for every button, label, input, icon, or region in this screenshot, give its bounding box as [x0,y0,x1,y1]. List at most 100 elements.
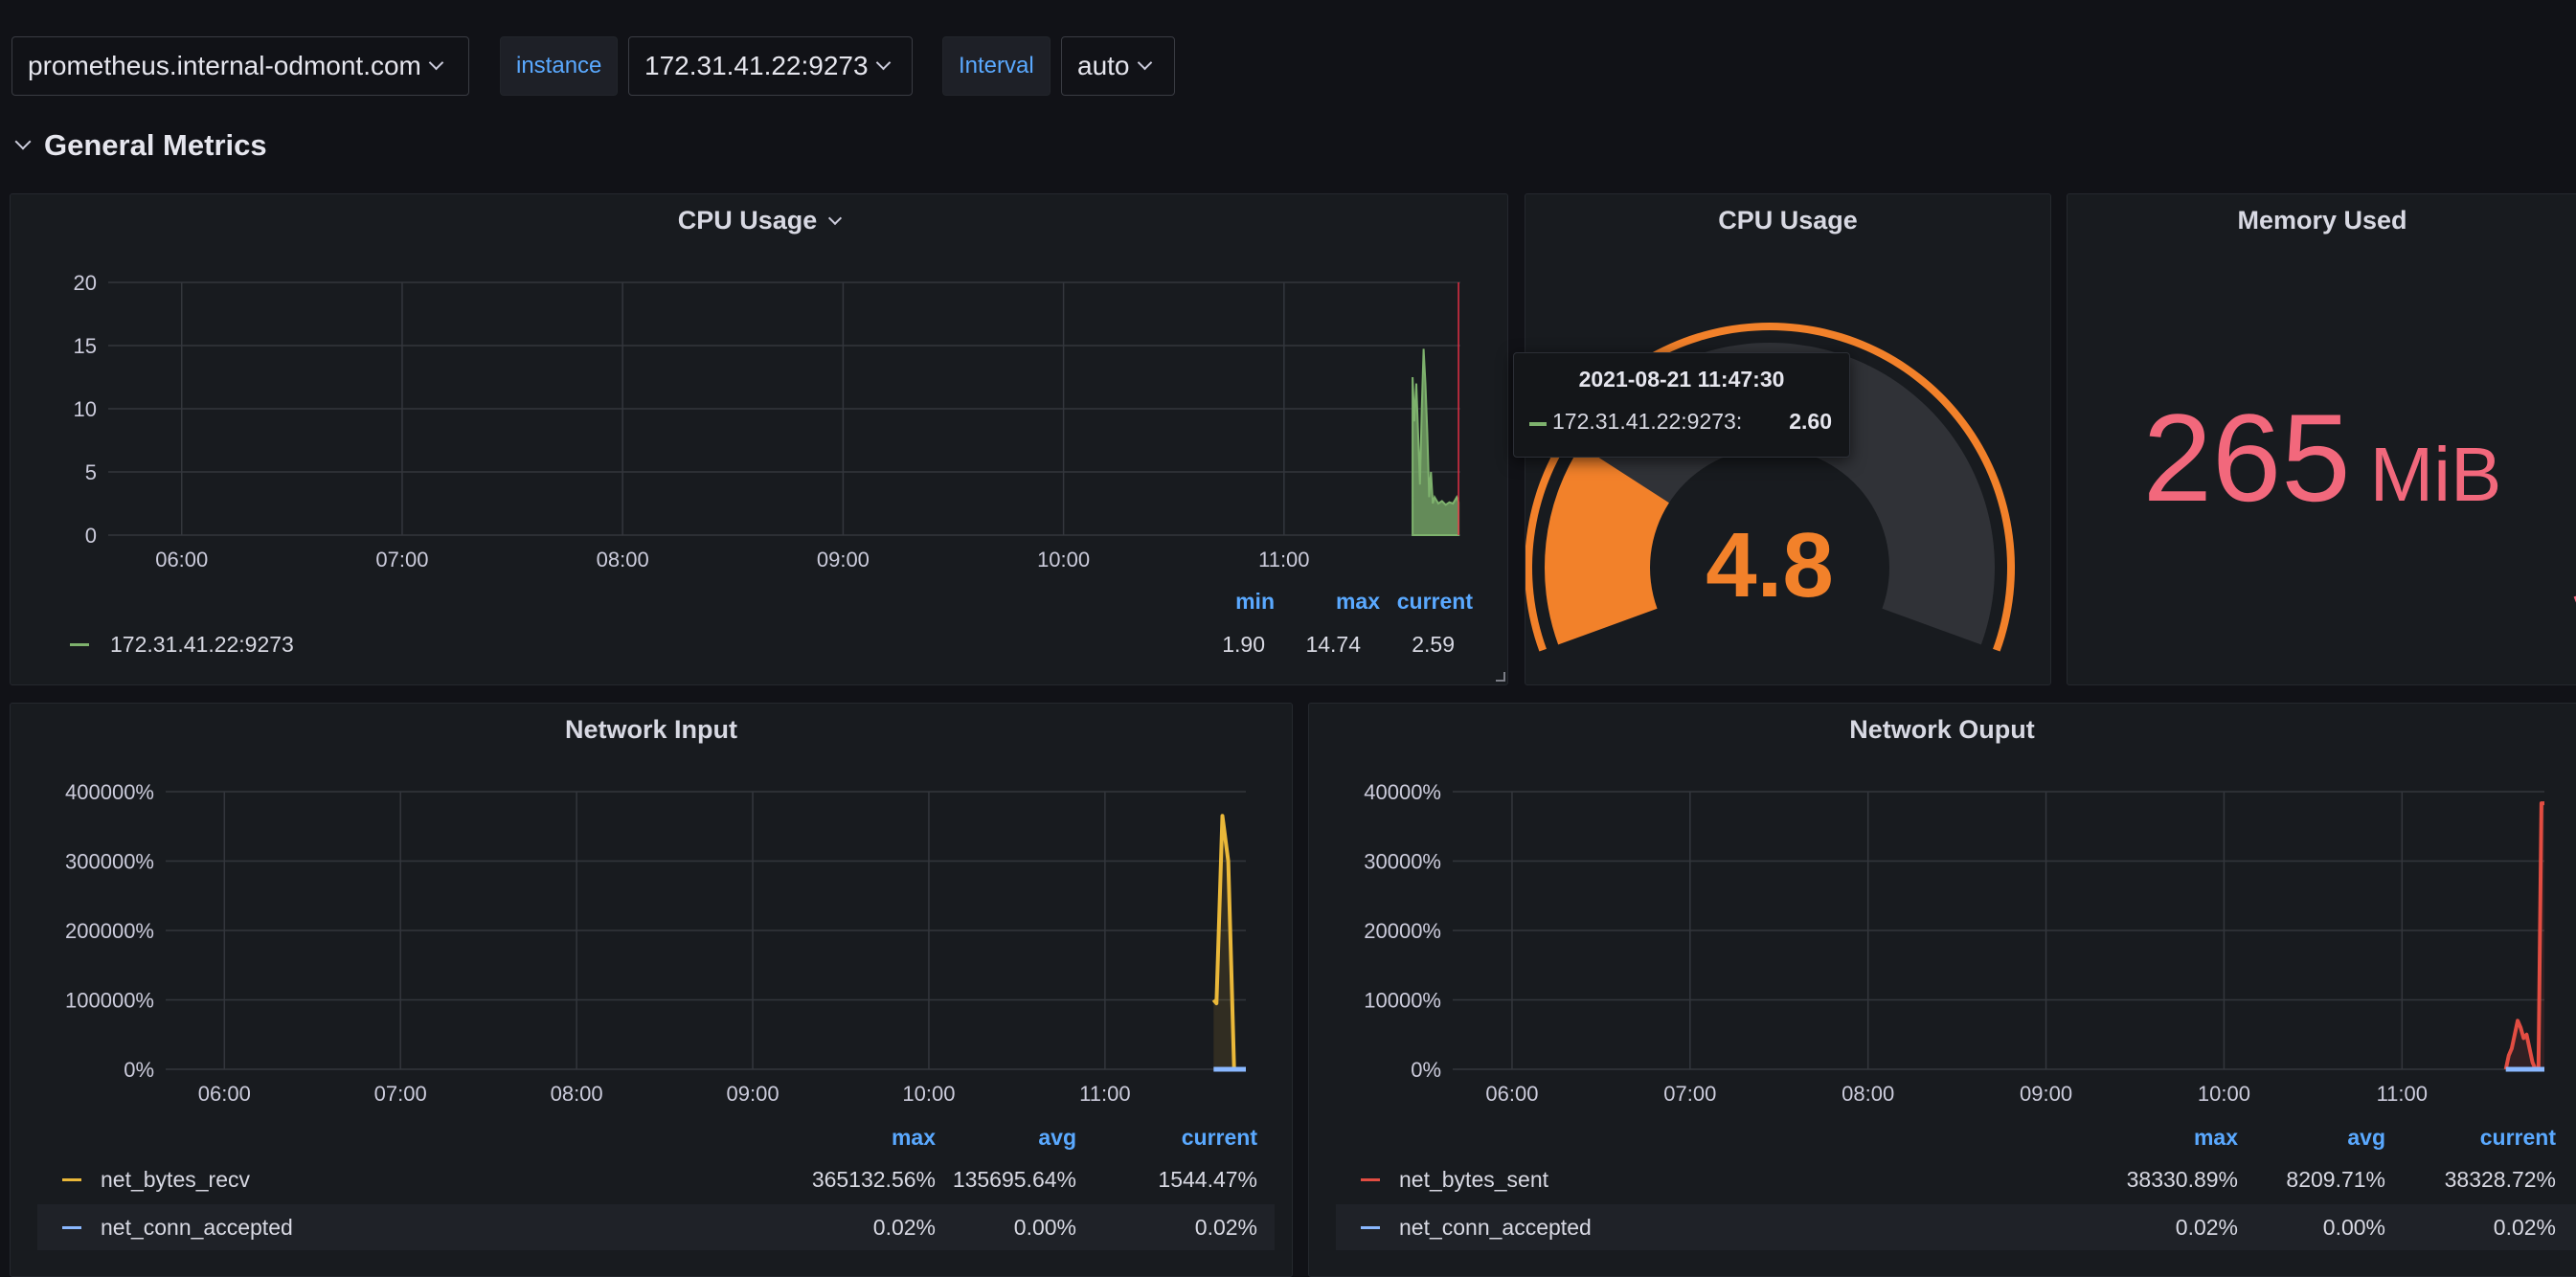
y-tick-label: 200000% [65,919,154,943]
legend-item[interactable]: net_bytes_sent 38330.89% 8209.71% 38328.… [1336,1156,2576,1202]
gauge-value-text: 4.8 [1706,514,1833,616]
graph-tooltip: 2021-08-21 11:47:30 172.31.41.22:9273: 2… [1513,352,1850,458]
gauge-value-arc [1545,445,1669,645]
instance-picker[interactable]: 172.31.41.22:9273 [628,36,913,96]
series-line [1211,814,1236,1068]
x-tick-label: 09:00 [817,548,870,571]
resize-handle-icon[interactable] [1493,669,1506,683]
legend-avg-value: 0.00% [2322,1215,2385,1240]
legend-item[interactable]: 172.31.41.22:9273 1.90 14.74 2.59 [35,621,1481,667]
legend-header-avg: avg [1038,1125,1076,1150]
x-tick-label: 07:00 [374,1082,427,1106]
x-tick-label: 08:00 [1842,1082,1894,1106]
chevron-down-icon [875,55,891,71]
row-title: General Metrics [44,128,267,162]
x-tick-label: 09:00 [2020,1082,2072,1106]
y-tick-label: 30000% [1364,850,1441,874]
memory-sparkline [2573,595,2576,603]
chevron-down-icon [428,55,444,71]
y-tick-label: 5 [85,460,97,484]
legend-max-value: 14.74 [1305,632,1361,657]
x-tick-label: 07:00 [375,548,428,571]
tooltip-time: 2021-08-21 11:47:30 [1578,367,1785,392]
network-output-panel: Network Ouput 0% 10000% 20000% 30000% 40000%… [1308,703,2576,1277]
legend-item[interactable]: net_bytes_recv 365132.56% 135695.64% 154… [37,1156,1275,1202]
series-color-swatch [70,643,89,646]
cpu-usage-chart[interactable]: 0 5 10 15 20 06:00 07:00 08:00 09:00 10:00 11:00 [11,194,1508,596]
x-tick-label: 11:00 [1258,548,1309,571]
network-input-panel: Network Input 0% 100000% 200000% 300000% 400… [10,703,1293,1277]
x-tick-label: 10:00 [2198,1082,2250,1106]
datasource-value: prometheus.internal-odmont.com [28,51,421,80]
legend-series-name: net_conn_accepted [1399,1215,1592,1240]
row-collapse-toggle[interactable]: General Metrics [14,128,267,163]
panel-title: CPU Usage [677,206,818,235]
datasource-picker[interactable]: prometheus.internal-odmont.com [11,36,469,96]
x-tick-label: 06:00 [1485,1082,1538,1106]
series-area [1213,816,1234,1069]
legend-item[interactable]: net_conn_accepted 0.02% 0.00% 0.02% [1336,1204,2576,1250]
legend-current-value: 38328.72% [2444,1167,2556,1192]
legend-current-value: 2.59 [1412,632,1455,657]
legend-current-value: 0.02% [2493,1215,2556,1240]
panel-title-menu[interactable]: CPU Usage [11,206,1507,235]
series-area [1412,348,1460,536]
series-color-swatch [62,1178,81,1181]
x-tick-label: 06:00 [155,548,208,571]
interval-picker[interactable]: auto [1061,36,1175,96]
instance-value: 172.31.41.22:9273 [644,51,869,80]
network-input-chart[interactable]: 0% 100000% 200000% 300000% 400000% 06:00 07:00… [11,704,1293,1106]
series-color-swatch [1361,1226,1380,1229]
legend-series-name: net_bytes_sent [1399,1167,1549,1192]
legend-max-value: 38330.89% [2126,1167,2238,1192]
x-tick-label: 09:00 [727,1082,780,1106]
legend-avg-value: 0.00% [1013,1215,1076,1240]
y-tick-label: 0% [1411,1058,1441,1082]
chevron-down-icon [14,133,32,150]
panel-title: Memory Used [2237,206,2407,235]
y-tick-label: 300000% [65,850,154,874]
panel-title: Network Ouput [1849,715,2035,744]
x-tick-label: 06:00 [198,1082,251,1106]
legend-item[interactable]: net_conn_accepted 0.02% 0.00% 0.02% [37,1204,1275,1250]
legend-header-current: current [2479,1125,2556,1150]
interval-label: Interval [942,36,1051,96]
legend-header-min: min [1235,589,1275,614]
x-tick-label: 07:00 [1663,1082,1716,1106]
y-tick-label: 100000% [65,989,154,1013]
network-output-chart[interactable]: 0% 10000% 20000% 30000% 40000% 06:00 07:00 08:0… [1309,704,2576,1106]
legend-header-max: max [1335,589,1380,614]
tooltip-value: 2.60 [1789,409,1832,434]
x-tick-label: 11:00 [2377,1082,2428,1106]
panel-title: Network Input [565,715,737,744]
cpu-usage-graph-panel: CPU Usage 0 5 10 15 20 06:00 07:00 08:00 09:00 10… [10,193,1508,685]
y-tick-label: 20000% [1364,919,1441,943]
y-tick-label: 0 [85,524,97,548]
memory-used-panel: Memory Used 265 MiB [2067,193,2576,685]
x-tick-label: 11:00 [1079,1082,1130,1106]
x-tick-label: 10:00 [902,1082,955,1106]
legend-current-value: 0.02% [1194,1215,1257,1240]
legend-max-value: 0.02% [2175,1215,2238,1240]
memory-value: 265 [2142,388,2351,527]
y-tick-label: 10000% [1364,989,1441,1013]
y-tick-label: 15 [74,334,97,358]
legend-header-max: max [2193,1125,2238,1150]
legend-series-name: net_conn_accepted [101,1215,293,1240]
legend-max-value: 0.02% [872,1215,936,1240]
legend-series-name: 172.31.41.22:9273 [110,632,294,657]
y-tick-label: 400000% [65,780,154,804]
x-tick-label: 08:00 [551,1082,603,1106]
instance-label: instance [500,36,619,96]
legend-series-name: net_bytes_recv [101,1167,250,1192]
legend-min-value: 1.90 [1222,632,1265,657]
memory-stat: 265 MiB [2068,386,2576,529]
y-tick-label: 20 [74,271,97,295]
memory-unit: MiB [2369,432,2502,517]
x-tick-label: 08:00 [597,548,649,571]
legend-header-avg: avg [2347,1125,2385,1150]
legend-current-value: 1544.47% [1158,1167,1257,1192]
legend-avg-value: 135695.64% [952,1167,1076,1192]
y-tick-label: 40000% [1364,780,1441,804]
legend-header-current: current [1181,1125,1257,1150]
